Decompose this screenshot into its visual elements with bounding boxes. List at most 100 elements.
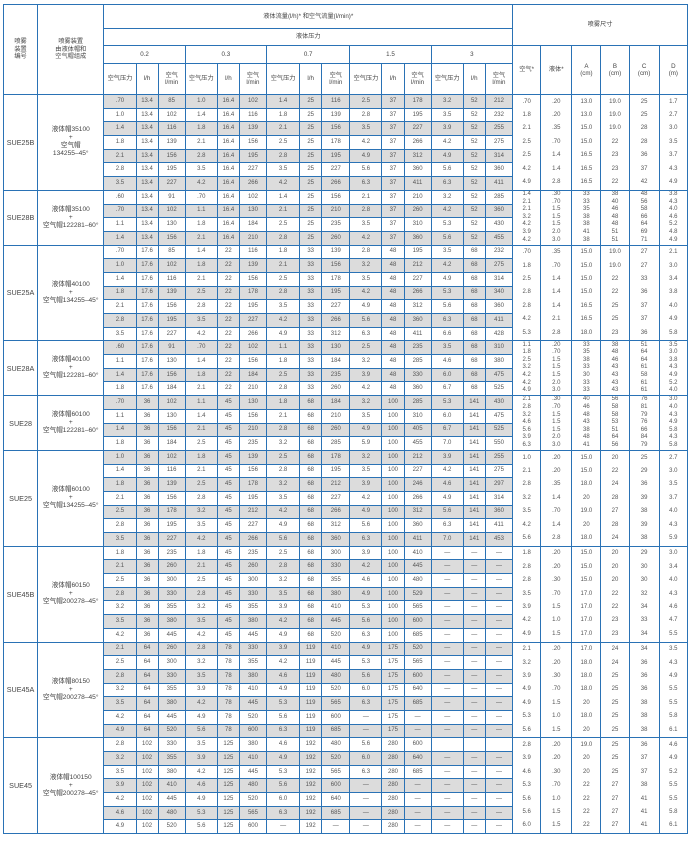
spray-size-value: .70 [552,686,561,693]
spray-size-value: .20 [552,550,561,557]
flow-cell: 6.3 [430,518,464,533]
flow-cell: 1.0 [103,107,137,123]
spray-size-value: 58 [611,404,619,411]
spray-size-value: 79 [640,441,648,448]
spray-size-cell: 48 56 58 66 64 69 71 [628,189,660,246]
flow-cell: 178 [321,449,351,465]
flow-cell: 36 [135,504,159,520]
flow-cell: 445 [238,627,268,643]
composition-line: + [68,781,73,789]
spray-size-value: 46 [583,404,590,411]
flow-cell: 5.6 [266,532,301,547]
nozzle-id: SUE45B [2,545,39,643]
flow-cell: 3.2 [266,436,301,451]
spray-size-value: 28 [611,521,619,528]
flow-cell: 1.8 [103,545,137,561]
flow-cell: 102 [238,189,268,205]
sub-header-text: 空气 [329,71,342,79]
flow-cell: 178 [157,504,186,520]
flow-cell: 119 [299,723,323,739]
flow-cell: 3.5 [103,614,137,629]
flow-cell: 2.8 [103,668,137,684]
pressure-header: 3 [430,45,514,64]
flow-cell: 520 [157,819,186,835]
flow-cell: 45 [216,449,240,465]
spray-size-value: 48 [611,349,619,356]
flow-cell: 78 [216,641,240,657]
spray-size-value: 1.5 [552,809,561,815]
flow-cell: 6.7 [430,422,464,438]
spray-size-value: 3.5 [669,341,678,348]
flow-cell: 68 [299,627,323,643]
table-row: 1.4 13.4 156 2.1 16.4 210 2.8 25 260 4.2 37 360 5.6 5… [4,230,688,246]
flow-cell: 2.1 [103,148,137,164]
flow-cell: 1.8 [184,217,218,232]
spray-size-value: 25 [640,112,648,119]
flow-cell: 3.2 [349,395,383,410]
spray-size-value: 81 [640,404,648,411]
flow-cell: 25 [299,135,323,150]
flow-cell: 1.8 [103,477,137,492]
flow-cell: 5.3 [184,805,218,821]
table-row: 1.8 17.6 139 2.5 22 178 2.8 33 195 4.2 48 266 5.3 68 3… [4,285,688,301]
flow-cell: 68 [299,518,323,533]
composition-line: 空气帽200278–45° [43,598,99,606]
spray-size-value: 2.8 [522,404,531,411]
spray-size-value: .20 [552,646,561,653]
flow-cell: 2.5 [266,449,301,465]
flow-cell: 565 [403,600,432,616]
flow-cell: 5.3 [430,217,464,232]
flow-cell: 175 [381,641,405,657]
spray-size-value: 25 [611,713,619,720]
spray-size-value: 64 [640,349,648,356]
flow-cell: 260 [321,230,351,246]
spray-size-value: 37 [640,165,648,172]
flow-cell: — [484,805,514,821]
sub-header-text: l/min [246,79,260,86]
flow-cell: 4.9 [266,682,301,698]
flow-cell: 280 [381,764,405,780]
spray-size-value: 23 [611,152,619,159]
flow-cell: 16.4 [216,176,240,191]
spray-size-value: 4.8 [669,229,678,236]
composition-line: 空气帽200278–45° [43,789,99,797]
flow-cell: 68 [462,244,486,260]
flow-cell: 100 [381,518,405,533]
spray-size-value: 2.0 [552,229,561,236]
flow-cell: 125 [216,778,240,794]
flow-cell: 210 [403,189,432,205]
flow-cell: 410 [238,751,268,766]
spray-size-value: .70 [552,782,561,789]
flow-cell: 130 [157,354,186,369]
flow-cell: 280 [381,751,405,766]
flow-cell: 640 [403,682,432,698]
col-header-line: 由液体帽和 [55,45,87,53]
flow-cell: 13.4 [135,230,159,246]
flow-cell: 141 [462,518,486,533]
spray-col-header-text: 空气* [519,66,535,74]
flow-cell: — [430,792,464,807]
flow-cell: 141 [462,449,486,465]
spray-size-value: 5.9 [669,534,678,541]
flow-cell: .70 [103,203,137,219]
spray-size-value: 4.0 [669,577,678,584]
flow-cell: 22 [216,326,240,342]
flow-cell: 275 [484,135,514,150]
flow-cell: 3.5 [266,299,301,314]
flow-cell: 7.0 [430,436,464,451]
spray-size-value: 2.8 [552,534,561,541]
flow-cell: 17.6 [135,299,159,314]
flow-cell: 2.1 [184,559,218,575]
flow-cell: 2.1 [184,422,218,438]
flow-cell: 1.1 [103,217,137,232]
flow-cell: 102 [157,203,186,219]
spray-size-value: 3.8 [669,289,678,296]
flow-cell: 255 [484,449,514,465]
flow-cell: 235 [157,545,186,561]
flow-cell: 1.8 [184,258,218,273]
spray-size-list: 25 29 36 39 38 39 38 [630,451,658,545]
sub-header-text: 空气压力 [107,75,133,83]
flow-cell: 5.6 [430,230,464,246]
flow-cell: 139 [321,244,351,260]
flow-cell: 445 [238,696,268,711]
